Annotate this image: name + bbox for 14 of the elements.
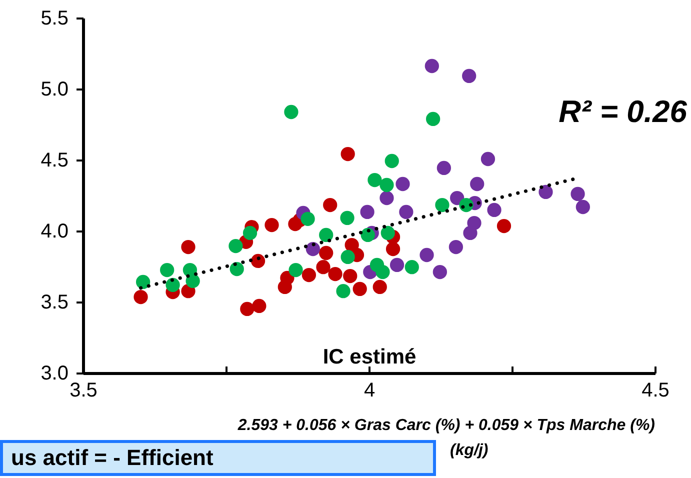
x-tick-label: 4.5: [642, 380, 670, 402]
text: (kg/j): [450, 442, 488, 460]
y-tick-label: 4.5: [40, 150, 68, 172]
text: 2.593 + 0.056 × Gras Carc (%) + 0.059 × Tps Marche (%): [238, 417, 655, 435]
y-tick-label: 5.5: [40, 8, 68, 30]
x-tick-label: 4: [364, 380, 376, 402]
text: us actif = - Efficient: [0, 440, 436, 476]
y-tick-label: 3.5: [40, 292, 68, 314]
y-tick-label: 5.0: [40, 78, 68, 100]
y-tick-label: 4.0: [40, 220, 68, 242]
annotation: R² = 0.26: [558, 94, 687, 130]
y-tick-label: 3.0: [40, 362, 68, 384]
x-axis-title: IC estimé: [322, 346, 416, 368]
x-tick-label: 3.5: [70, 380, 98, 402]
